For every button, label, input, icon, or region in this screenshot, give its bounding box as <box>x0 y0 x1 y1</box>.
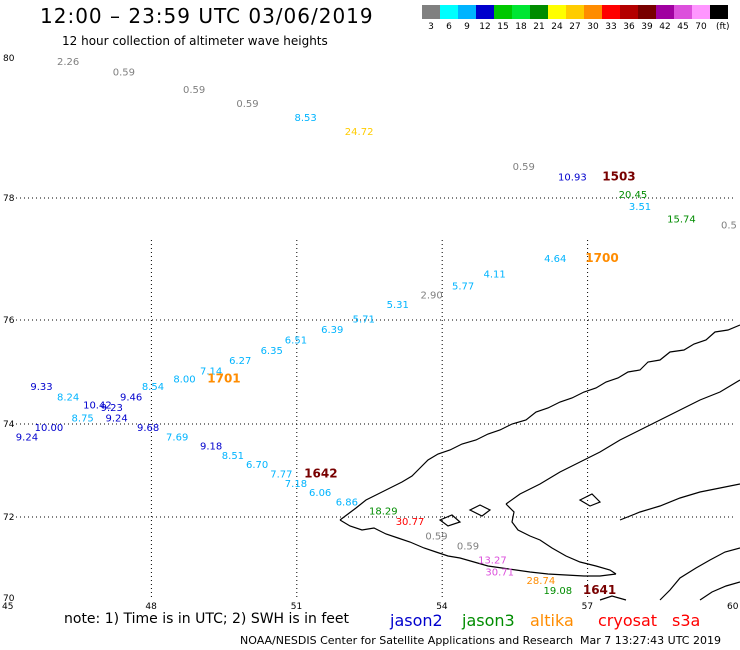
latitude-label: 80 <box>3 54 15 64</box>
wave-height-value: 8.53 <box>294 113 316 124</box>
wave-height-value: 8.00 <box>173 374 195 385</box>
wave-height-value: 10.00 <box>35 423 64 434</box>
wave-height-value: 9.24 <box>16 432 38 443</box>
wave-height-value: 6.70 <box>246 460 268 471</box>
wave-height-value: 2.90 <box>421 291 443 302</box>
wave-height-value: 8.24 <box>57 393 79 404</box>
satellite-jason2: jason2 <box>390 611 443 630</box>
wave-height-value: 8.51 <box>222 451 244 462</box>
wave-height-value: 2.26 <box>57 57 79 68</box>
wave-height-value: 6.06 <box>309 488 331 499</box>
latitude-label: 74 <box>3 420 15 430</box>
wave-height-value: 5.77 <box>452 282 474 293</box>
wave-height-value: 4.11 <box>484 269 506 280</box>
wave-height-value: 0.59 <box>113 68 135 79</box>
wave-height-value: 0.59 <box>236 99 258 110</box>
latitude-label: 76 <box>3 316 15 326</box>
pass-time-label: 1700 <box>585 251 618 265</box>
satellite-altika: altika <box>530 611 574 630</box>
wave-height-value: 6.51 <box>285 335 307 346</box>
longitude-label: 57 <box>582 602 593 612</box>
wave-height-value: 6.39 <box>321 325 343 336</box>
wave-height-value: 0.59 <box>183 85 205 96</box>
generated-timestamp: Mar 7 13:27:43 UTC 2019 <box>580 634 721 647</box>
wave-height-value: 7.69 <box>166 432 188 443</box>
longitude-label: 60 <box>727 602 739 612</box>
wave-height-value: 9.18 <box>200 442 222 453</box>
latitude-label: 78 <box>3 194 15 204</box>
wave-height-value: 30.71 <box>485 568 514 579</box>
wave-height-value: 3.51 <box>629 202 651 213</box>
wave-height-value: 0.5 <box>721 221 737 232</box>
wave-height-value: 0.59 <box>457 541 479 552</box>
pass-time-label: 1642 <box>304 466 337 480</box>
wave-height-value: 30.77 <box>396 517 425 528</box>
pass-time-label: 1641 <box>583 583 616 597</box>
wave-height-value: 19.08 <box>544 586 573 597</box>
wave-height-value: 0.59 <box>425 531 447 542</box>
pass-time-label: 1503 <box>602 170 635 184</box>
wave-height-value: 6.27 <box>229 356 251 367</box>
wave-height-value: 9.68 <box>137 423 159 434</box>
wave-height-value: 8.75 <box>72 413 94 424</box>
wave-height-value: 5.71 <box>353 315 375 326</box>
wave-height-value: 15.74 <box>667 214 696 225</box>
wave-height-value: 18.29 <box>369 507 398 518</box>
satellite-s3a: s3a <box>672 611 700 630</box>
pass-time-label: 1701 <box>207 371 240 385</box>
satellite-cryosat: cryosat <box>598 611 657 630</box>
wave-height-value: 9.33 <box>30 382 52 393</box>
wave-height-value: 6.35 <box>261 346 283 357</box>
wave-height-value: 8.54 <box>142 382 164 393</box>
wave-height-value: 9.46 <box>120 393 142 404</box>
latitude-label: 70 <box>3 594 15 604</box>
wave-height-value: 24.72 <box>345 127 374 138</box>
wave-height-value: 9.23 <box>101 403 123 414</box>
credit-line: NOAA/NESDIS Center for Satellite Applica… <box>240 634 573 647</box>
latitude-label: 72 <box>3 513 14 523</box>
wave-height-value: 6.86 <box>336 497 358 508</box>
satellite-jason3: jason3 <box>462 611 515 630</box>
wave-height-value: 13.27 <box>478 556 507 567</box>
wave-height-value: 4.64 <box>544 254 566 265</box>
wave-height-value: 7.18 <box>285 479 307 490</box>
wave-height-value: 9.24 <box>105 413 127 424</box>
wave-height-map: 2.26 0.59 0.59 0.59 8.53 24.72 0.59 10.93 1503 20… <box>0 0 740 650</box>
wave-height-value: 5.31 <box>387 300 409 311</box>
footnote: note: 1) Time is in UTC; 2) SWH is in fe… <box>64 611 349 627</box>
wave-height-value: 20.45 <box>619 190 648 201</box>
wave-height-value: 0.59 <box>513 162 535 173</box>
wave-height-value: 10.93 <box>558 173 587 184</box>
coastline-novaya-zemlya <box>340 325 740 600</box>
